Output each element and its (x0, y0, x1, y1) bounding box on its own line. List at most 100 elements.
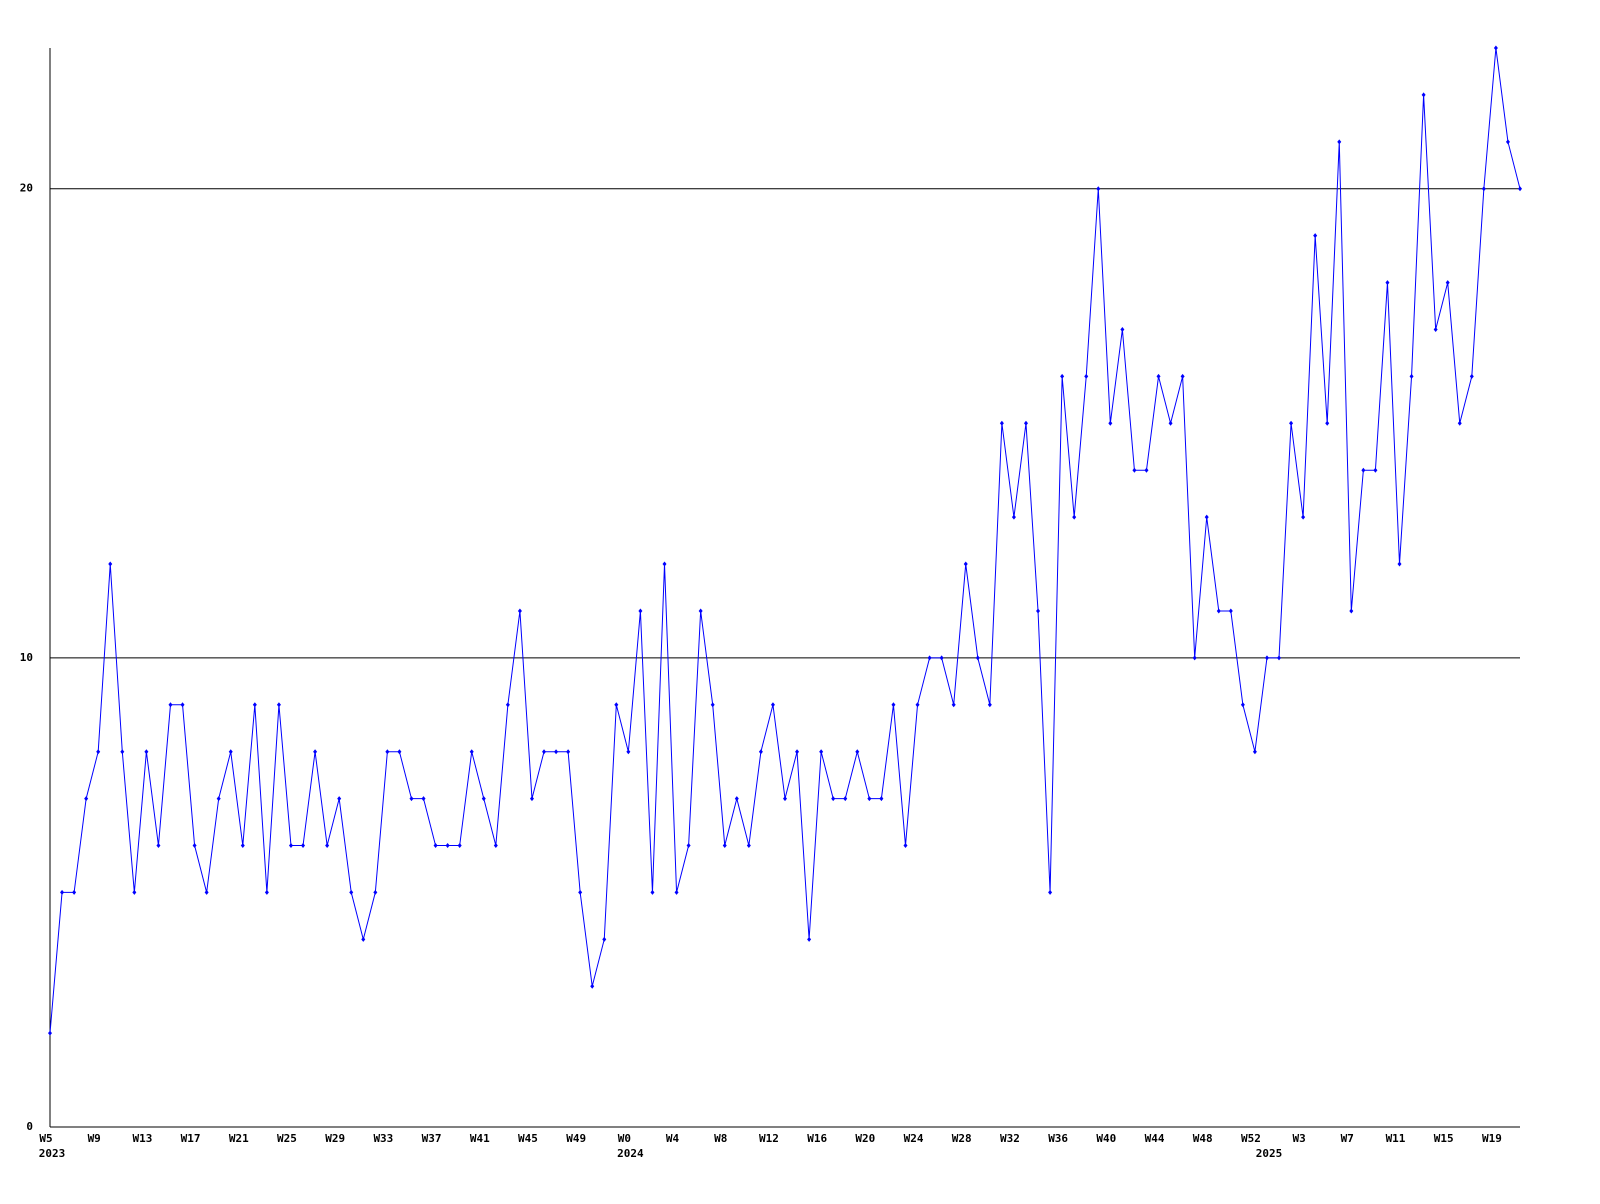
point (1505, 139, 1510, 145)
point (710, 702, 715, 708)
point (1469, 373, 1474, 379)
point (1144, 467, 1149, 473)
point (819, 749, 824, 755)
point (433, 843, 438, 849)
point (1409, 373, 1414, 379)
point (385, 749, 390, 755)
point (1204, 514, 1209, 520)
point (879, 796, 884, 802)
point (686, 843, 691, 849)
point (1397, 561, 1402, 567)
point (1349, 608, 1354, 614)
point (1168, 420, 1173, 426)
point (843, 796, 848, 802)
point (1385, 280, 1390, 286)
point (469, 749, 474, 755)
x-tick-label: W28 (952, 1132, 972, 1145)
x-tick-label: W21 (229, 1132, 249, 1145)
point (855, 749, 860, 755)
point (1264, 655, 1269, 661)
point (903, 843, 908, 849)
point (542, 749, 547, 755)
point (650, 889, 655, 895)
point (1036, 608, 1041, 614)
point (1228, 608, 1233, 614)
point (337, 796, 342, 802)
point (457, 843, 462, 849)
x-tick-label: W52 (1241, 1132, 1261, 1145)
point (999, 420, 1004, 426)
point (361, 936, 366, 942)
x-tick-label: W49 (566, 1132, 586, 1145)
point (1445, 280, 1450, 286)
x-tick-label: W19 (1482, 1132, 1502, 1145)
y-tick-label: 10 (20, 651, 33, 664)
point (915, 702, 920, 708)
point (1011, 514, 1016, 520)
x-tick-label: W3 (1292, 1132, 1305, 1145)
point (807, 936, 812, 942)
x-tick-label: W44 (1145, 1132, 1165, 1145)
point (517, 608, 522, 614)
point (590, 983, 595, 989)
point (698, 608, 703, 614)
point (120, 749, 125, 755)
point (1023, 420, 1028, 426)
point (252, 702, 257, 708)
point (638, 608, 643, 614)
point (891, 702, 896, 708)
point (554, 749, 559, 755)
point (1216, 608, 1221, 614)
point (1373, 467, 1378, 473)
x-tick-label: W9 (88, 1132, 101, 1145)
point (421, 796, 426, 802)
point (204, 889, 209, 895)
point (987, 702, 992, 708)
point (614, 702, 619, 708)
x-tick-label: W25 (277, 1132, 297, 1145)
point (84, 796, 89, 802)
point (1084, 373, 1089, 379)
point (144, 749, 149, 755)
point (1240, 702, 1245, 708)
point (1192, 655, 1197, 661)
point (602, 936, 607, 942)
point (228, 749, 233, 755)
x-tick-label: W37 (422, 1132, 442, 1145)
point (505, 702, 510, 708)
point (722, 843, 727, 849)
x-tick-label: W8 (714, 1132, 727, 1145)
x-tick-label: W5 (39, 1132, 52, 1145)
point (758, 749, 763, 755)
point (1108, 420, 1113, 426)
x-tick-label: W40 (1096, 1132, 1116, 1145)
point (180, 702, 185, 708)
point (313, 749, 318, 755)
point (1096, 186, 1101, 192)
point (1457, 420, 1462, 426)
point (1518, 186, 1522, 192)
line (49, 47, 1521, 1034)
x-tick-label: W11 (1386, 1132, 1406, 1145)
point (1433, 326, 1438, 332)
point (939, 655, 944, 661)
point (168, 702, 173, 708)
x-tick-label: W15 (1434, 1132, 1454, 1145)
point (783, 796, 787, 802)
x-tick-label: W29 (325, 1132, 345, 1145)
point (325, 843, 330, 849)
x-tick-label: W7 (1341, 1132, 1354, 1145)
point (96, 749, 101, 755)
x-tick-label: W48 (1193, 1132, 1213, 1145)
point (1301, 514, 1306, 520)
point (373, 889, 378, 895)
point (1156, 373, 1161, 379)
x-tick-label: W16 (807, 1132, 827, 1145)
point (770, 702, 775, 708)
point (1120, 326, 1125, 332)
x-tick-label: W36 (1048, 1132, 1068, 1145)
point (481, 796, 486, 802)
point (493, 843, 498, 849)
x-group-label: 2025 (1256, 1147, 1283, 1160)
point (1048, 889, 1053, 895)
